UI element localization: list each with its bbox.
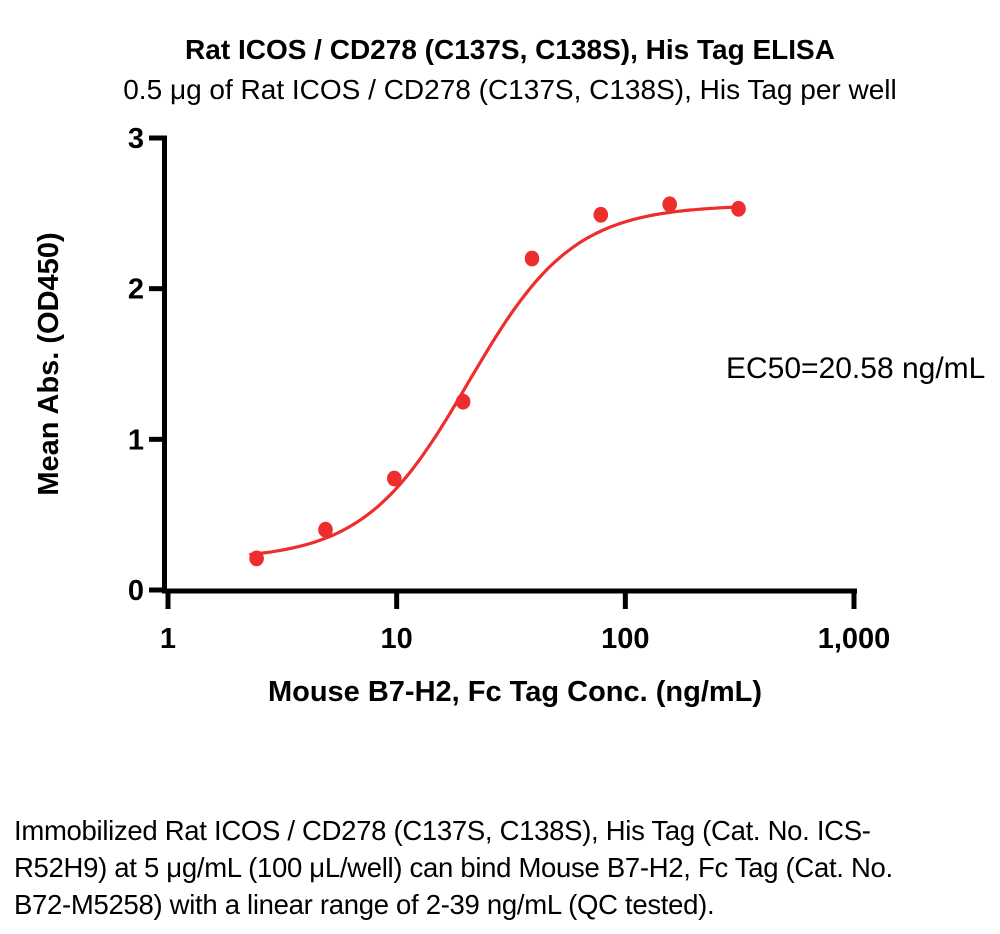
x-tick-label: 1 <box>160 623 176 655</box>
data-point <box>455 393 471 410</box>
data-point <box>524 250 540 267</box>
figure-caption: Immobilized Rat ICOS / CD278 (C137S, C13… <box>14 814 893 920</box>
elisa-chart: Rat ICOS / CD278 (C137S, C138S), His Tag… <box>33 34 985 708</box>
data-point <box>662 196 677 213</box>
data-points-group <box>249 196 746 567</box>
ec50-annotation: EC50=20.58 ng/mL <box>726 352 985 385</box>
y-tick-label: 3 <box>128 123 144 155</box>
data-point <box>731 200 746 217</box>
x-tick-label: 10 <box>381 623 413 655</box>
fit-curve-group <box>249 205 746 557</box>
y-tick-label: 1 <box>128 424 144 456</box>
fit-curve <box>249 205 746 557</box>
chart-title: Rat ICOS / CD278 (C137S, C138S), His Tag… <box>185 34 835 65</box>
x-tick-label: 100 <box>601 623 649 655</box>
data-point <box>318 521 333 538</box>
chart-subtitle: 0.5 μg of Rat ICOS / CD278 (C137S, C138S… <box>123 74 897 105</box>
data-point <box>593 206 609 223</box>
y-tick-label: 2 <box>128 274 144 306</box>
data-point <box>387 470 402 487</box>
x-axis-title: Mouse B7-H2, Fc Tag Conc. (ng/mL) <box>268 676 762 708</box>
data-point <box>249 550 264 567</box>
y-tick-label: 0 <box>128 575 144 607</box>
y-axis-title: Mean Abs. (OD450) <box>33 232 65 495</box>
x-tick-label: 1,000 <box>818 623 891 655</box>
